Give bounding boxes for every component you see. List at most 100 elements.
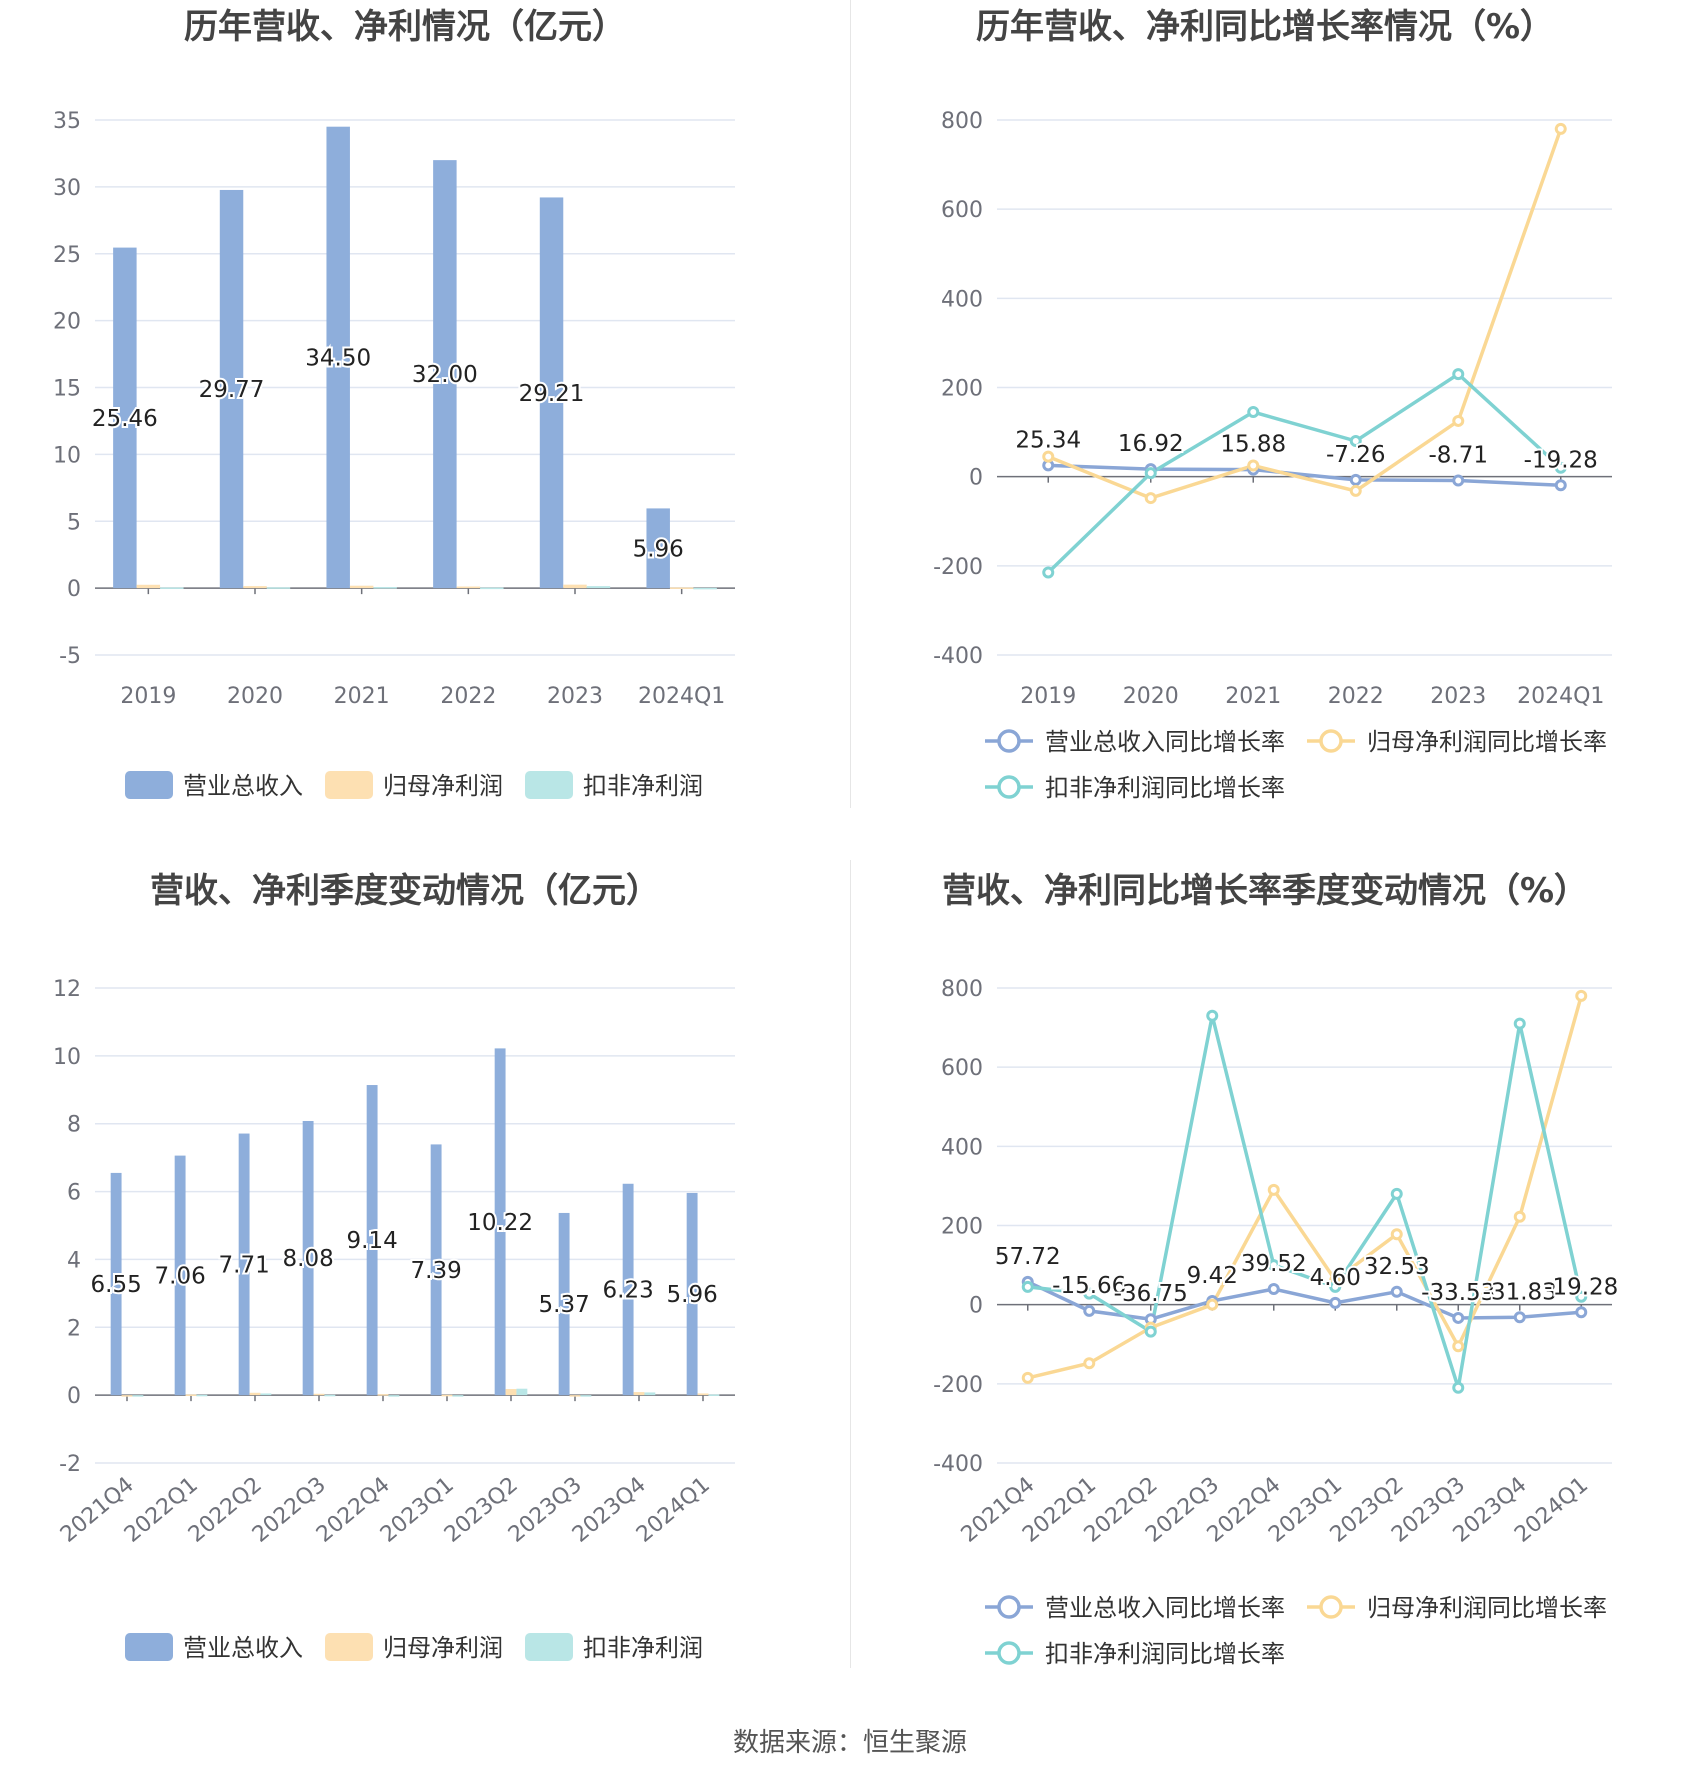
point-2022q1 [1083,1287,1096,1300]
chart-title: 营收、净利季度变动情况（亿元） [150,871,660,911]
point-2024q1 [1575,1306,1588,1319]
bar-2022q4 [377,1394,389,1396]
bar-2023q1 [441,1394,453,1397]
bar-2022q2 [260,1393,272,1396]
bar-2023 [586,586,611,589]
y-tick-label: 600 [941,1056,983,1081]
point-2020 [1144,467,1157,480]
point-2021q4 [1021,1280,1034,1293]
x-tick-label: 2024Q1 [1517,684,1604,709]
bar-2019 [160,587,184,589]
point-2022 [1349,484,1362,497]
x-tick-label: 2020 [1123,684,1179,709]
point-2023q3 [1452,1311,1465,1324]
x-tick-label: 2019 [120,684,176,709]
data-label: 32.53 [1364,1254,1430,1280]
bar-2023q3 [580,1395,592,1397]
bar-2022q4 [366,1085,378,1396]
data-label: 16.92 [1118,431,1184,457]
x-tick-label: 2024Q1 [632,1472,715,1547]
bar-2022q4 [388,1395,400,1397]
chart-title: 历年营收、净利同比增长率情况（%） [976,7,1554,47]
column-divider-bottom [850,860,851,1668]
column-divider-top [850,0,851,808]
point-2022q4 [1267,1259,1280,1272]
bar-2023 [563,584,587,589]
bar-2023q2 [494,1048,506,1396]
point-2024q1 [1554,122,1567,135]
x-tick-label: 2022 [1328,684,1384,709]
bar-2024q1 [669,587,694,589]
y-tick-label: 0 [969,466,983,491]
legend-swatch [325,771,373,799]
bar-2022q2 [238,1133,250,1396]
y-tick-label: 25 [53,243,81,268]
bar-2022 [480,587,504,590]
y-tick-label: 20 [53,310,81,335]
point-2022q4 [1267,1283,1280,1296]
legend-marker [1319,1595,1343,1619]
point-2021 [1247,406,1260,419]
point-2024q1 [1554,479,1567,492]
y-tick-label: 200 [941,1215,983,1240]
bar-2021q4 [121,1395,133,1397]
bar-2022 [433,160,457,589]
bar-2023q3 [569,1395,581,1397]
point-2024q1 [1554,461,1567,474]
y-tick-label: 10 [53,443,81,468]
point-2023q4 [1513,1210,1526,1223]
x-tick-label: 2021 [1225,684,1281,709]
bar-2023q1 [430,1144,442,1396]
bar-2024q1 [646,508,670,589]
data-label: 5.96 [667,1282,718,1308]
legend-marker [997,1641,1021,1665]
bar-2024q1 [708,1394,720,1396]
legend-marker [1319,729,1343,753]
y-tick-label: 200 [941,377,983,402]
point-2019 [1042,450,1055,463]
quarterly-growth-chart: 营收、净利同比增长率季度变动情况（%） -400 -200 0 200 400 600 800… [933,871,1620,1668]
data-label: 34.50 [305,345,371,371]
bar-2022q3 [324,1394,336,1397]
data-label: 57.72 [995,1244,1061,1270]
bar-2024q1 [697,1393,709,1396]
data-label: 15.88 [1220,432,1286,458]
data-label: -8.71 [1428,443,1488,469]
point-2020 [1144,492,1157,505]
legend-label: 归母净利润同比增长率 [1367,1594,1607,1622]
legend-label: 扣非净利润 [583,772,703,800]
point-2021q4 [1021,1371,1034,1384]
legend-label: 营业总收入同比增长率 [1045,728,1285,756]
point-2023 [1452,474,1465,487]
bar-2023q4 [633,1392,645,1396]
legend-swatch [325,1633,373,1661]
legend-marker [997,775,1021,799]
legend-label: 归母净利润 [383,772,503,800]
annual-growth-chart: 历年营收、净利同比增长率情况（%） -400 -200 0 200 400 600 800 20… [933,7,1612,802]
x-tick-label: 2022 [440,684,496,709]
point-2023 [1452,414,1465,427]
annual-amount-chart: 历年营收、净利情况（亿元） -5 0 5 10 15 20 25 30 35 2019 2020 202… [53,7,735,800]
legend-swatch [525,771,573,799]
y-tick-label: -2 [59,1452,81,1477]
y-tick-label: -5 [59,644,81,669]
bar-2020 [219,189,244,589]
y-tick-label: 5 [67,510,81,535]
point-2019 [1042,566,1055,579]
y-tick-label: 0 [67,1384,81,1409]
bar-2021q4 [110,1172,122,1396]
bar-2022q2 [249,1392,261,1396]
point-2022q2 [1144,1325,1157,1338]
data-label: 7.71 [219,1252,270,1278]
y-tick-label: -200 [933,555,983,580]
y-tick-label: 0 [67,577,81,602]
data-label: -19.28 [1544,1274,1618,1300]
bar-2023q1 [452,1395,464,1397]
chart-title: 历年营收、净利情况（亿元） [184,7,626,47]
point-2023q2 [1390,1228,1403,1241]
y-tick-label: -200 [933,1373,983,1398]
data-label: -7.26 [1326,442,1386,468]
bar-2019 [136,584,161,589]
bar-2022q3 [302,1121,314,1396]
data-label: 7.39 [411,1258,462,1284]
